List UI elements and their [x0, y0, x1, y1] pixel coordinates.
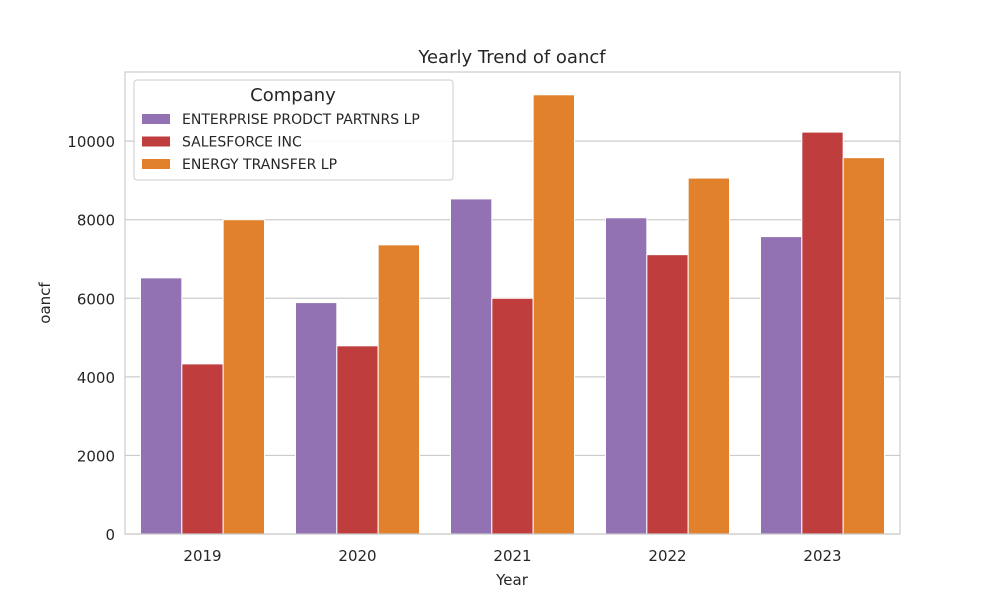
bar — [140, 277, 183, 535]
bar — [181, 363, 224, 535]
bar — [336, 345, 379, 535]
bar — [222, 219, 266, 535]
bar — [377, 244, 420, 535]
legend-box — [133, 79, 454, 181]
y-tick-labels: 0 2000 4000 6000 8000 10000 — [67, 133, 115, 544]
legend-label: ENERGY TRANSFER LP — [182, 157, 337, 173]
y-tick-label: 8000 — [77, 212, 115, 230]
legend-title: Company — [250, 85, 336, 106]
x-axis-label: Year — [495, 571, 529, 589]
x-tick-label: 2021 — [493, 547, 531, 565]
y-tick-label: 4000 — [77, 369, 115, 387]
y-axis-label: oancf — [36, 282, 54, 324]
x-tick-label: 2023 — [803, 547, 841, 565]
legend-label: SALESFORCE INC — [182, 135, 302, 151]
plot-frame — [124, 71, 901, 535]
bars — [140, 94, 886, 535]
y-tick-label: 0 — [105, 526, 115, 544]
x-tick-label: 2019 — [183, 547, 221, 565]
x-tick-label: 2022 — [648, 547, 686, 565]
legend-label: ENTERPRISE PRODCT PARTNRS LP — [182, 112, 420, 128]
bar — [532, 94, 576, 535]
bar — [687, 177, 731, 535]
legend-swatch — [142, 114, 170, 124]
bar — [646, 254, 689, 535]
bar — [450, 198, 493, 535]
legend-entries: ENTERPRISE PRODCT PARTNRS LP SALESFORCE I… — [142, 112, 420, 173]
bar — [760, 236, 803, 535]
bar — [605, 217, 648, 535]
y-tick-label: 6000 — [77, 290, 115, 308]
x-tick-labels: 2019 2020 2021 2022 2023 — [183, 547, 841, 565]
bar — [801, 131, 844, 535]
legend-swatch — [142, 136, 170, 147]
bar — [491, 297, 534, 535]
chart-title: Yearly Trend of oancf — [417, 47, 606, 68]
bar — [842, 157, 886, 535]
legend: Company ENTERPRISE PRODCT PARTNRS LP SALE… — [133, 79, 454, 181]
x-tick-label: 2020 — [338, 547, 376, 565]
y-tick-label: 10000 — [67, 133, 115, 151]
y-tick-label: 2000 — [77, 447, 115, 465]
legend-swatch — [142, 159, 170, 169]
bar — [295, 302, 338, 535]
